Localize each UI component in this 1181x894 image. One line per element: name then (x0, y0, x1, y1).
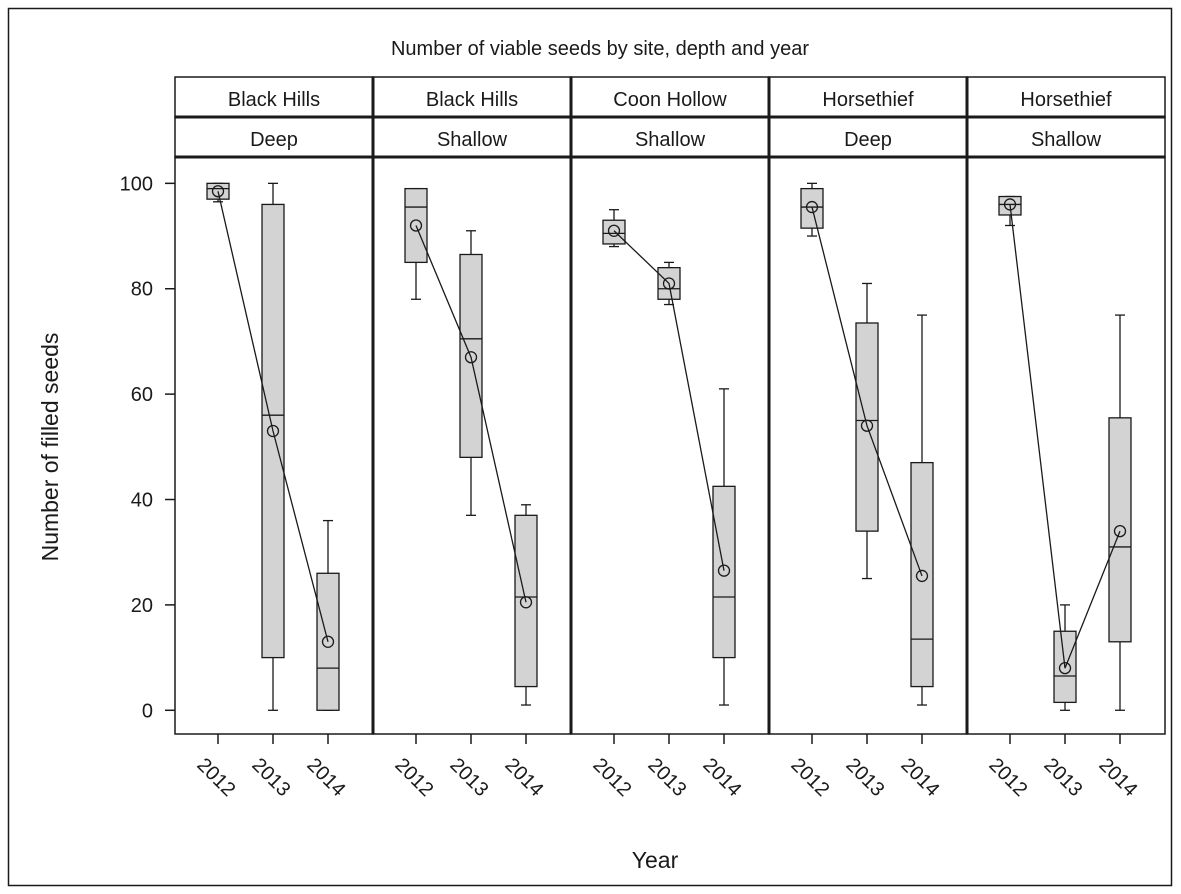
mean-marker (1113, 524, 1127, 538)
strip-site-label: Horsethief (822, 89, 914, 111)
mean-line (217, 191, 329, 642)
mean-marker (915, 569, 929, 583)
mean-marker (321, 635, 335, 648)
y-axis: 0 20 40 60 80 100 (120, 173, 175, 722)
strip-depth-box (966, 116, 1166, 158)
box-body (602, 219, 626, 245)
mean-line (811, 206, 923, 577)
box-2014 (514, 504, 538, 706)
box-2012 (602, 209, 626, 248)
y-tick-label: 80 (131, 279, 153, 301)
strip-depth-box (372, 116, 572, 158)
mean-line (613, 230, 725, 571)
y-tick-label: 100 (120, 173, 153, 195)
mean-line (1009, 204, 1121, 669)
mean-marker (211, 185, 225, 198)
strip-depth-label: Deep (844, 129, 892, 151)
strip-site-box (174, 76, 374, 118)
mean-marker (860, 419, 874, 432)
mean-marker (662, 277, 676, 290)
mean-marker (266, 424, 280, 438)
box-body (1108, 417, 1132, 643)
strip-site-label: Black Hills (228, 89, 320, 111)
mean-marker (1003, 198, 1017, 211)
y-tick-label: 20 (131, 595, 153, 617)
strip-depth-label: Shallow (635, 129, 706, 151)
box-body (712, 485, 736, 659)
strip-site-label: Coon Hollow (613, 89, 727, 111)
mean-marker (519, 596, 533, 609)
strip-depth-label: Deep (250, 129, 298, 151)
strip-depth-label: Shallow (1031, 129, 1102, 151)
y-axis-title: Number of filled seeds (37, 333, 63, 562)
chart-title: Number of viable seeds by site, depth an… (391, 38, 809, 60)
y-tick-label: 60 (131, 384, 153, 406)
mean-marker (717, 564, 731, 577)
y-tick-label: 0 (142, 700, 153, 722)
strip-depth-label: Shallow (437, 129, 508, 151)
box-2013 (261, 182, 285, 711)
x-axis-title: Year (632, 847, 679, 873)
mean-line (415, 225, 527, 603)
mean-marker (607, 224, 621, 237)
mean-marker (805, 200, 819, 214)
strip-depth-box (174, 116, 374, 158)
mean-marker (409, 219, 423, 232)
y-tick-label: 40 (131, 490, 153, 512)
box-2014 (1108, 314, 1132, 711)
strip-site-box (966, 76, 1166, 118)
strip-site-label: Horsethief (1020, 89, 1112, 111)
mean-marker (464, 351, 478, 364)
strip-site-label: Black Hills (426, 89, 518, 111)
box-2014 (712, 388, 736, 706)
mean-marker (1058, 661, 1072, 675)
